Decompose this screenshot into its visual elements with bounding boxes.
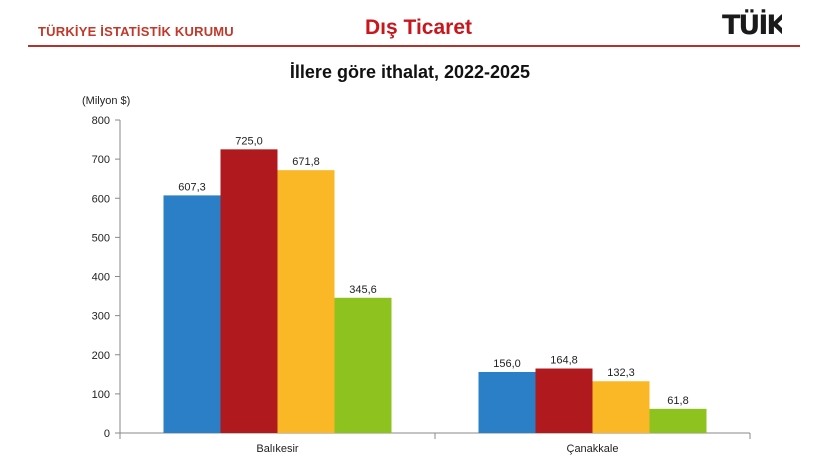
- y-axis-unit-label: (Milyon $): [82, 95, 130, 107]
- chart-title: İllere göre ithalat, 2022-2025: [289, 62, 531, 82]
- category-label: Çanakkale: [567, 443, 619, 455]
- data-label: 156,0: [493, 358, 521, 370]
- bar: [478, 371, 536, 433]
- y-tick-label: 700: [92, 154, 110, 166]
- y-tick-label: 600: [92, 193, 110, 205]
- data-labels-group: 607,3 725,0 671,8 345,6 156,0 164,8 132,3 61,8: [178, 135, 688, 406]
- tuik-logo: TÜİK: [722, 8, 782, 38]
- organization-name: TÜRKİYE İSTATİSTİK KURUMU: [38, 24, 234, 39]
- data-label: 61,8: [667, 395, 688, 407]
- y-tick-label: 500: [92, 232, 110, 244]
- x-axis: Balıkesir Çanakkale: [119, 432, 751, 455]
- bars-group: [163, 149, 707, 433]
- logo-text: TÜİK: [722, 8, 782, 38]
- y-tick-label: 300: [92, 311, 110, 323]
- y-tick-label: 100: [92, 389, 110, 401]
- data-label: 345,6: [349, 284, 377, 296]
- data-label: 164,8: [550, 355, 578, 367]
- bar: [220, 149, 278, 433]
- bar: [163, 195, 221, 433]
- data-label: 671,8: [292, 156, 320, 168]
- data-label: 132,3: [607, 367, 635, 379]
- category-label: Balıkesir: [256, 443, 299, 455]
- bar: [649, 408, 707, 433]
- data-label: 607,3: [178, 181, 206, 193]
- data-label: 725,0: [235, 135, 263, 147]
- y-tick-label: 400: [92, 272, 110, 284]
- y-tick-label: 0: [104, 428, 110, 440]
- page-title: Dış Ticaret: [365, 16, 472, 39]
- bar: [334, 297, 392, 433]
- y-tick-label: 200: [92, 350, 110, 362]
- header-divider: [28, 45, 800, 47]
- bar: [592, 381, 650, 433]
- bar: [277, 170, 335, 433]
- y-tick-label: 800: [92, 115, 110, 127]
- y-axis: 0 100 200 300 400 500 600 700 800: [92, 115, 121, 440]
- bar: [535, 368, 593, 433]
